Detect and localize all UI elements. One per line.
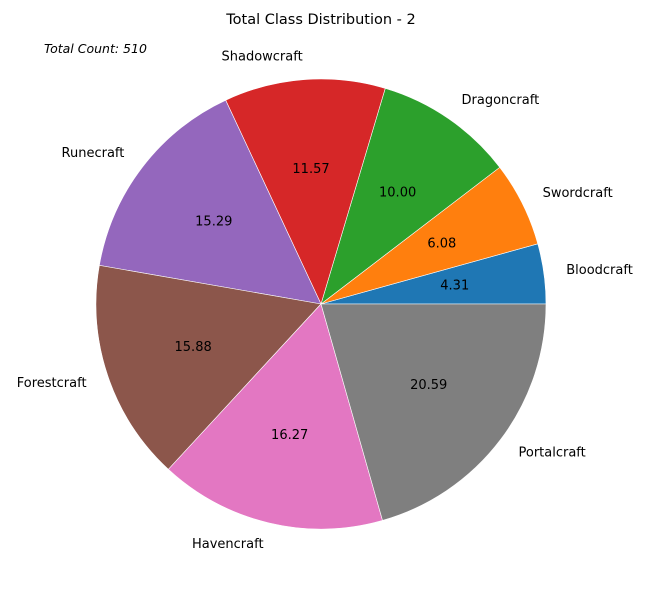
slice-label-bloodcraft: Bloodcraft: [566, 263, 633, 278]
pct-label-shadowcraft: 11.57: [292, 162, 329, 177]
slice-label-shadowcraft: Shadowcraft: [221, 50, 302, 65]
chart-title: Total Class Distribution - 2: [225, 12, 416, 28]
slice-label-portalcraft: Portalcraft: [518, 446, 585, 461]
pie-wedges: [95, 78, 547, 530]
slice-label-havencraft: Havencraft: [192, 537, 264, 552]
pie-percentage-labels: 4.31 6.08 10.00 11.57 15.29 15.88 16.27 20.59: [175, 162, 470, 443]
pie-slice-forestcraft: [95, 265, 322, 470]
pie-slice-dragoncraft: [320, 87, 501, 305]
pct-label-portalcraft: 20.59: [410, 378, 447, 393]
pie-slice-runecraft: [98, 99, 322, 305]
total-count-annotation: Total Count: 510: [44, 41, 147, 56]
slice-label-dragoncraft: Dragoncraft: [462, 93, 540, 108]
pie-slice-portalcraft: [320, 303, 547, 521]
slice-label-forestcraft: Forestcraft: [17, 376, 87, 391]
pct-label-runecraft: 15.29: [195, 214, 232, 229]
pie-slice-shadowcraft: [225, 78, 386, 305]
pct-label-havencraft: 16.27: [271, 428, 308, 443]
pct-label-swordcraft: 6.08: [427, 236, 456, 251]
pie-slice-havencraft: [167, 303, 383, 530]
slice-label-runecraft: Runecraft: [62, 146, 125, 161]
pct-label-dragoncraft: 10.00: [379, 185, 416, 200]
pct-label-bloodcraft: 4.31: [440, 278, 469, 293]
pct-label-forestcraft: 15.88: [175, 340, 212, 355]
slice-label-swordcraft: Swordcraft: [543, 186, 613, 201]
pie-slice-labels: Bloodcraft Swordcraft Dragoncraft Shadowcra…: [17, 50, 633, 553]
